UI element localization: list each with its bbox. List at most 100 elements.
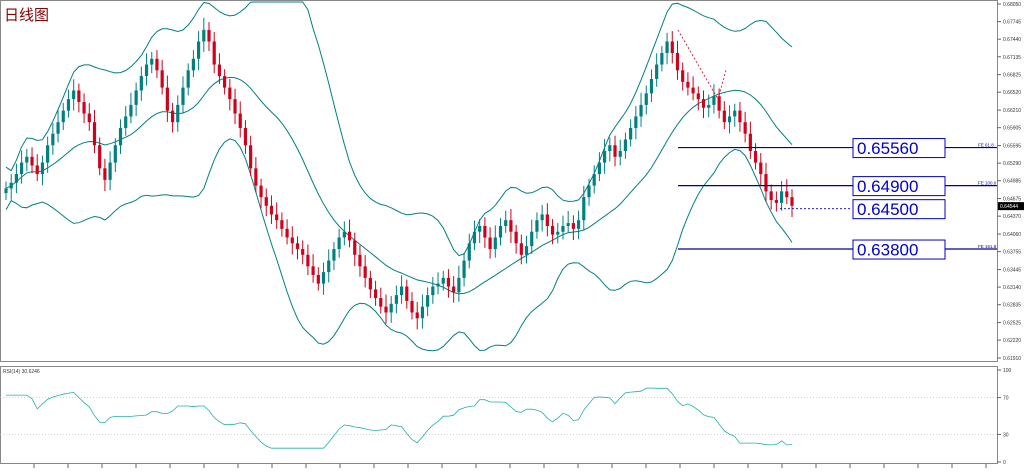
candle-body (691, 87, 695, 94)
candle-body (327, 260, 331, 273)
candle-body (519, 243, 523, 255)
level-label-box (852, 199, 946, 220)
price-tick-label: 0.62525 (1003, 321, 1021, 327)
candle-body (769, 191, 773, 201)
candle-body (165, 87, 169, 111)
candle-body (701, 99, 706, 108)
candle-body (618, 151, 622, 157)
candle-body (285, 228, 289, 238)
rsi-tick-label: 70 (1003, 396, 1009, 402)
candle-body (191, 58, 195, 71)
candle-body (35, 165, 39, 175)
candle-body (467, 243, 471, 261)
current-price-label: 0.64544 (1000, 204, 1018, 210)
price-tick-label: 0.64985 (1003, 179, 1021, 185)
candle-body (733, 110, 737, 117)
candle-body (696, 93, 700, 100)
candle-body (478, 225, 482, 232)
candle-body (587, 185, 591, 198)
price-tick-label: 0.63140 (1003, 285, 1021, 291)
candle-body (98, 145, 102, 169)
candle-body (571, 223, 575, 229)
candle-body (597, 162, 602, 175)
candle-body (790, 197, 794, 206)
candle-body (764, 174, 768, 192)
candle-body (629, 127, 633, 140)
candle-body (509, 220, 513, 232)
candle-body (337, 237, 341, 250)
current-price-box (998, 202, 1024, 211)
candle-body (254, 168, 258, 186)
price-tick-label: 0.65905 (1003, 126, 1021, 132)
price-tick-label: 0.65595 (1003, 144, 1021, 150)
candle-body (233, 99, 237, 114)
candle-body (415, 312, 419, 319)
bollinger-upper (5, 1, 793, 257)
candle-body (410, 300, 414, 313)
candles (4, 17, 794, 330)
candle-body (155, 58, 159, 71)
price-tick-label: 0.62220 (1003, 338, 1021, 344)
price-tick-label: 0.67135 (1003, 55, 1021, 61)
candle-body (785, 191, 789, 198)
candle-body (66, 99, 71, 111)
fib-dashed-line (677, 29, 719, 100)
candle-body (134, 90, 138, 105)
candle-body (342, 231, 346, 238)
x-axis-ticks (33, 464, 987, 468)
candle-body (295, 243, 300, 250)
candle-body (51, 133, 55, 146)
candle-body (446, 277, 451, 287)
price-panel-frame (0, 0, 998, 362)
price-tick-label: 0.63445 (1003, 268, 1021, 274)
candle-body (118, 127, 123, 146)
candle-body (426, 295, 430, 307)
candle-body (779, 191, 784, 203)
price-tick-label: 0.61910 (1003, 356, 1021, 362)
price-tick-label: 0.68050 (1003, 2, 1021, 8)
candle-body (540, 214, 544, 221)
candle-body (321, 272, 326, 284)
fe-label: FE 100.0 (978, 181, 997, 186)
rsi-panel-frame (0, 366, 998, 464)
candle-body (196, 41, 201, 59)
level-label: 0.63800 (857, 241, 918, 260)
candle-body (269, 205, 274, 215)
candle-body (686, 81, 690, 88)
candle-body (186, 70, 190, 88)
candle-body (316, 274, 320, 284)
candle-body (634, 116, 638, 128)
price-tick-label: 0.65290 (1003, 161, 1021, 167)
candle-body (30, 156, 34, 166)
fe-label: FE 61.8 (978, 143, 994, 148)
candle-body (223, 76, 227, 88)
bollinger-bands (5, 1, 793, 352)
candle-body (452, 286, 456, 293)
price-tick-label: 0.67440 (1003, 37, 1021, 43)
candle-body (400, 286, 404, 296)
candle-body (738, 110, 742, 123)
candle-body (603, 151, 607, 163)
candle-body (249, 145, 253, 169)
candle-body (608, 145, 612, 152)
candle-body (103, 168, 107, 180)
level-label-box (852, 138, 946, 159)
candle-body (202, 29, 206, 42)
price-tick-label: 0.64060 (1003, 232, 1021, 238)
bollinger-middle (5, 76, 793, 295)
level-label: 0.65560 (857, 139, 918, 158)
candle-body (665, 41, 669, 54)
candle-body (243, 127, 248, 146)
candle-body (498, 225, 503, 238)
candle-body (290, 237, 294, 244)
candle-body (217, 64, 222, 77)
candle-body (649, 78, 654, 94)
candle-body (623, 139, 628, 152)
candle-body (92, 122, 97, 146)
candle-body (592, 174, 596, 186)
price-tick-label: 0.66210 (1003, 108, 1021, 114)
candle-body (472, 231, 477, 244)
level-label: 0.64900 (857, 177, 918, 196)
price-tick-label: 0.64370 (1003, 214, 1021, 220)
price-tick-label: 0.67745 (1003, 20, 1021, 26)
